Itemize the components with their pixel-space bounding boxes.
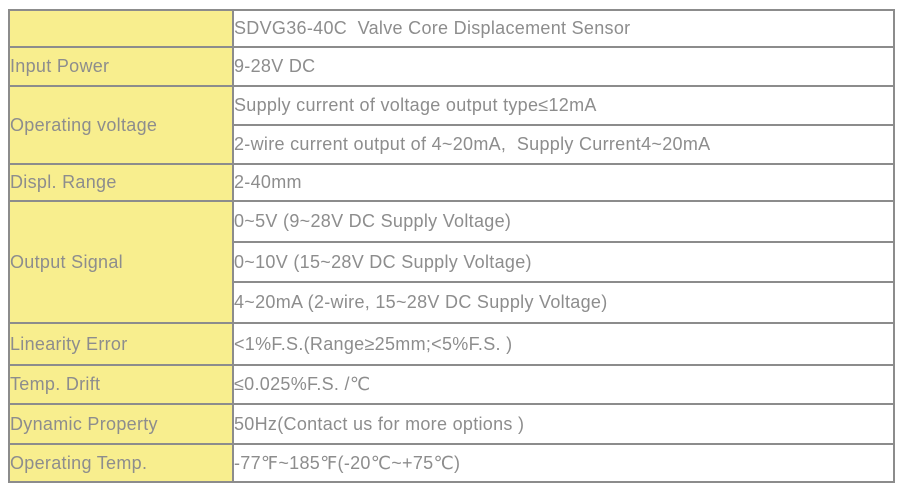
row-label: Operating Temp. xyxy=(8,443,234,483)
table-row: Displ. Range 2-40mm xyxy=(8,163,895,202)
row-value: 50Hz(Contact us for more options ) xyxy=(232,403,895,445)
table-row: Linearity Error <1%F.S.(Range≥25mm;<5%F.… xyxy=(8,322,895,366)
row-value: 0~5V (9~28V DC Supply Voltage) xyxy=(232,200,895,243)
table-row: 0~10V (15~28V DC Supply Voltage) xyxy=(9,241,895,283)
row-label: Operating voltage xyxy=(8,85,234,165)
table-row: Input Power 9-28V DC xyxy=(8,46,895,87)
table-row: SDVG36-40C Valve Core Displacement Senso… xyxy=(8,9,895,48)
row-value: -77℉~185℉(-20℃~+75℃) xyxy=(232,443,895,483)
header-empty-cell xyxy=(8,9,234,48)
row-value: Supply current of voltage output type≤12… xyxy=(232,85,895,126)
row-label: Temp. Drift xyxy=(8,364,234,405)
table-row: Dynamic Property 50Hz(Contact us for mor… xyxy=(8,403,895,445)
row-value: 9-28V DC xyxy=(232,46,895,87)
row-label: Input Power xyxy=(8,46,234,87)
row-value: 0~10V (15~28V DC Supply Voltage) xyxy=(232,241,895,283)
row-value: <1%F.S.(Range≥25mm;<5%F.S. ) xyxy=(232,322,895,366)
table-row: Operating Temp. -77℉~185℉(-20℃~+75℃) xyxy=(8,443,895,483)
row-label: Linearity Error xyxy=(8,322,234,366)
row-label: Dynamic Property xyxy=(8,403,234,445)
row-label: Output Signal xyxy=(8,200,234,324)
row-label: Displ. Range xyxy=(8,163,234,202)
table-row: Operating voltage Supply current of volt… xyxy=(8,85,895,165)
table-row: 4~20mA (2-wire, 15~28V DC Supply Voltage… xyxy=(9,281,895,324)
table-row: 2-wire current output of 4~20mA, Supply … xyxy=(9,124,895,165)
row-value: 2-40mm xyxy=(232,163,895,202)
spec-table: SDVG36-40C Valve Core Displacement Senso… xyxy=(8,9,895,483)
table-row: Temp. Drift ≤0.025%F.S. /℃ xyxy=(8,364,895,405)
table-row: Output Signal 0~5V (9~28V DC Supply Volt… xyxy=(8,200,895,324)
row-value: 4~20mA (2-wire, 15~28V DC Supply Voltage… xyxy=(232,281,895,324)
row-value: 2-wire current output of 4~20mA, Supply … xyxy=(232,124,895,165)
table-title: SDVG36-40C Valve Core Displacement Senso… xyxy=(232,9,895,48)
row-value: ≤0.025%F.S. /℃ xyxy=(232,364,895,405)
